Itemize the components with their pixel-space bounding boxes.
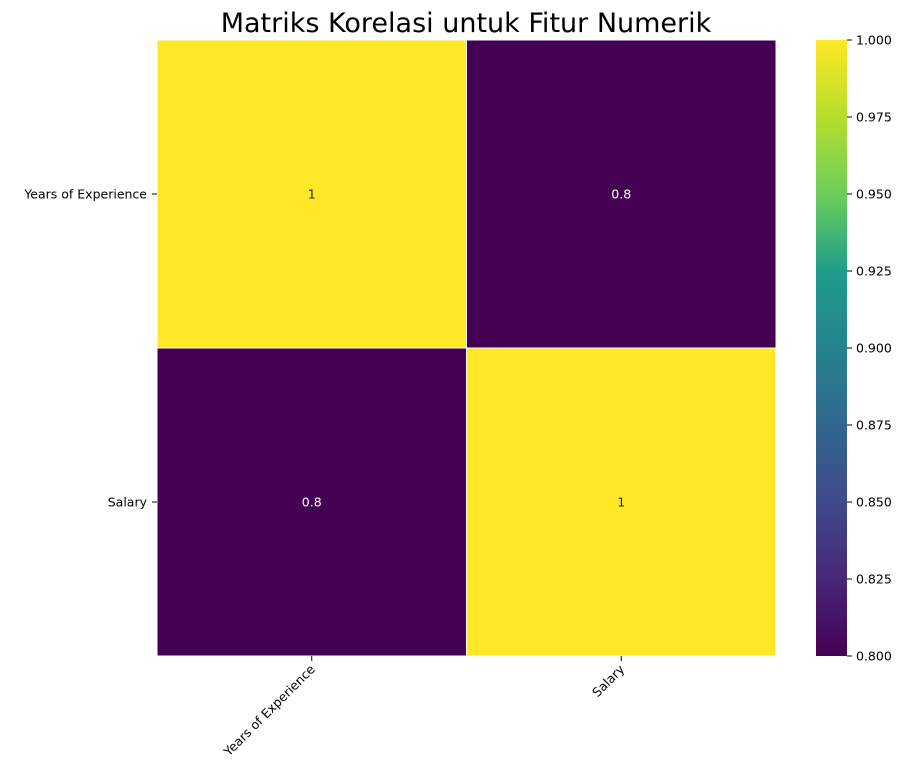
x-tick-label: Years of Experience: [220, 661, 318, 759]
cell-value-label: 0.8: [611, 187, 631, 202]
colorbar-tick-label: 1.000: [856, 33, 892, 48]
y-axis: Years of Experience Salary: [23, 187, 157, 510]
heatmap-cell: [466, 39, 777, 349]
colorbar-tick-label: 0.925: [856, 264, 892, 279]
colorbar-tick-label: 0.875: [856, 418, 892, 433]
cell-value-label: 1: [308, 187, 316, 202]
colorbar: 0.800 0.825 0.850 0.875 0.900 0.925 0.950 0.975…: [816, 33, 892, 664]
cell-value-label: 0.8: [302, 495, 322, 510]
cell-value-label: 1: [617, 495, 625, 510]
x-tick-label: Salary: [589, 661, 628, 700]
colorbar-tick-label: 0.900: [856, 341, 892, 356]
colorbar-tick-label: 0.825: [856, 572, 892, 587]
y-tick-label: Salary: [108, 495, 148, 510]
colorbar-tick-label: 0.850: [856, 495, 892, 510]
heatmap-cell: [156, 39, 467, 349]
colorbar-tick-label: 0.800: [856, 649, 892, 664]
colorbar-gradient: [816, 40, 847, 656]
chart-title: Matriks Korelasi untuk Fitur Numerik: [221, 8, 712, 39]
y-tick-label: Years of Experience: [23, 187, 147, 202]
heatmap-cell: [156, 347, 467, 657]
x-axis: Years of Experience Salary: [220, 656, 628, 760]
heatmap-cell: [466, 347, 777, 657]
colorbar-tick-label: 0.950: [856, 187, 892, 202]
heatmap-cells: 1 0.8 0.8 1: [156, 39, 777, 657]
colorbar-tick-label: 0.975: [856, 110, 892, 125]
